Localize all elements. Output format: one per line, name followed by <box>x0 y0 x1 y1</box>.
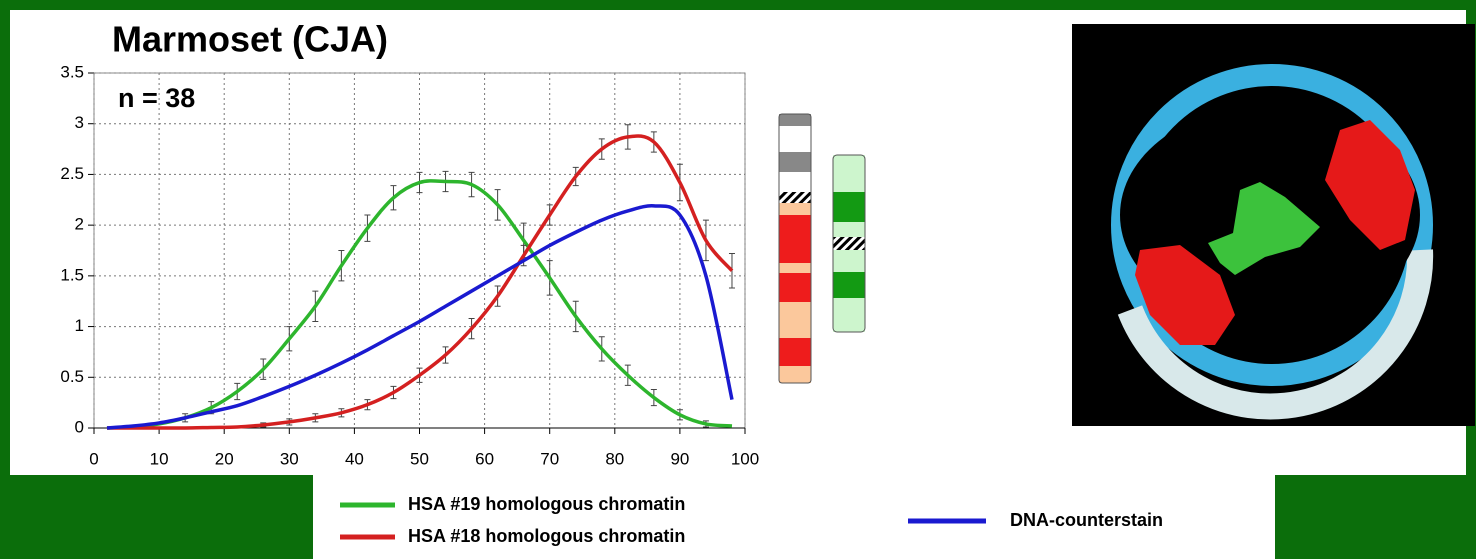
x-tick-label: 0 <box>89 449 98 468</box>
chart-title: Marmoset (CJA) <box>112 19 388 60</box>
y-tick-label: 0 <box>75 417 84 436</box>
ideogram-hsa19 <box>832 154 866 333</box>
series-line <box>107 134 734 430</box>
y-tick-label: 3.5 <box>60 62 84 81</box>
x-tick-label: 20 <box>215 449 234 468</box>
ideogram-hsa18 <box>778 113 812 384</box>
y-tick-label: 1.5 <box>60 265 84 284</box>
series-line <box>106 204 734 430</box>
annotation: n = 38 <box>118 83 195 113</box>
y-tick-label: 2.5 <box>60 164 84 183</box>
plot: 0 0.5 1 1.5 2 2.5 3 3.5 0 10 20 30 40 50 60 70 80 90 100 <box>60 62 759 468</box>
x-tick-label: 100 <box>731 449 759 468</box>
legend-label: DNA-counterstain <box>1010 510 1163 530</box>
y-tick-label: 2 <box>75 215 84 234</box>
x-tick-label: 90 <box>670 449 689 468</box>
x-tick-label: 60 <box>475 449 494 468</box>
x-tick-label: 80 <box>605 449 624 468</box>
y-tick-label: 1 <box>75 316 84 335</box>
x-tick-label: 30 <box>280 449 299 468</box>
legend-label: HSA #18 homologous chromatin <box>408 526 685 546</box>
x-tick-label: 40 <box>345 449 364 468</box>
series-line <box>106 179 733 430</box>
x-tick-label: 10 <box>150 449 169 468</box>
legend-panel <box>313 475 1275 559</box>
legend: HSA #19 homologous chromatin HSA #18 homo… <box>340 494 1163 546</box>
y-tick-label: 0.5 <box>60 367 84 386</box>
error-bar <box>728 253 735 289</box>
nucleus-image <box>1072 24 1475 426</box>
x-tick-label: 50 <box>410 449 429 468</box>
x-tick-label: 70 <box>540 449 559 468</box>
legend-label: HSA #19 homologous chromatin <box>408 494 685 514</box>
y-tick-label: 3 <box>75 113 84 132</box>
